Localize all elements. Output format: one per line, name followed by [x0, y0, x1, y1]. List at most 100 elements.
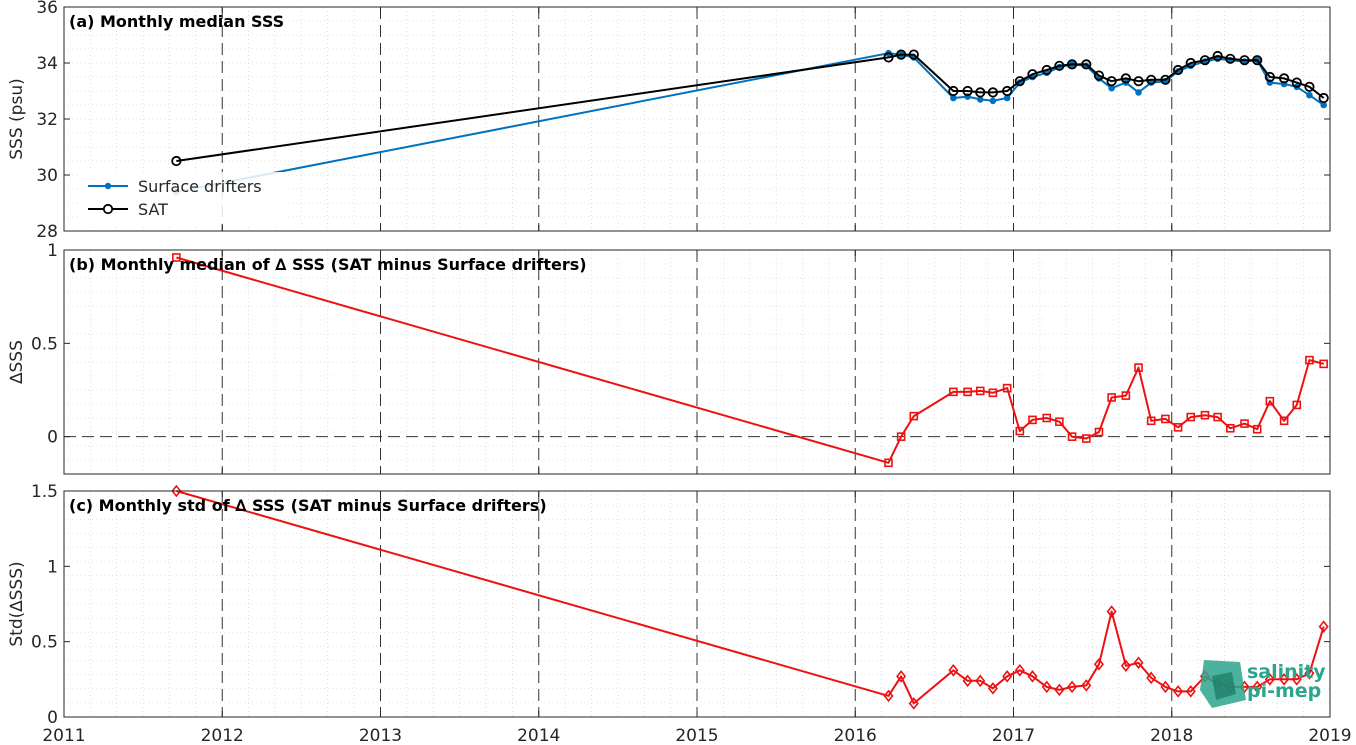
x-tick-label: 2019: [1308, 726, 1351, 745]
y-tick-label: 1: [47, 241, 58, 261]
legend-label-sat: SAT: [138, 200, 168, 219]
x-tick-label: 2014: [517, 726, 560, 745]
data-point: [1146, 671, 1157, 685]
data-point: [1264, 673, 1275, 686]
y-tick-label: 1: [47, 557, 58, 577]
data-point: [975, 674, 986, 688]
data-point: [1240, 419, 1249, 428]
panel-title-c: (c) Monthly std of ∆ SSS (SAT minus Surf…: [69, 496, 547, 515]
data-point: [896, 432, 906, 441]
data-point: [1160, 74, 1171, 85]
data-point: [1027, 670, 1038, 683]
logo-mark-facet-icon: [1212, 672, 1236, 700]
data-point: [1002, 85, 1013, 97]
data-point: [1265, 396, 1275, 406]
data-point: [975, 87, 986, 98]
data-point: [1161, 414, 1170, 424]
data-point: [1108, 84, 1115, 92]
data-point: [1066, 59, 1078, 70]
data-point: [1304, 81, 1315, 92]
data-point: [1041, 680, 1052, 694]
data-point: [1160, 680, 1171, 694]
y-tick-label: 0: [47, 708, 58, 728]
x-tick-label: 2011: [42, 726, 85, 745]
panel-b: 00.51 ∆SSS (b) Monthly median of ∆ SSS (…: [7, 241, 1331, 475]
data-point: [1318, 92, 1329, 104]
y-ticks-a: 28 30 32 34 36: [36, 0, 1330, 242]
data-point: [1252, 55, 1263, 66]
data-point: [908, 49, 919, 60]
data-point: [1133, 656, 1144, 670]
y-axis-label-c: Std(∆SSS): [7, 561, 27, 646]
x-tick-label: 2013: [359, 726, 402, 745]
data-point: [1213, 412, 1222, 422]
data-point: [908, 697, 919, 710]
data-point: [1185, 57, 1196, 69]
data-point: [1003, 94, 1011, 102]
data-point: [1093, 657, 1104, 671]
data-point: [1134, 363, 1143, 372]
y-tick-label: 34: [36, 54, 58, 74]
x-tick-label: 2012: [201, 726, 244, 745]
legend-marker-surface-drifters: [104, 182, 112, 190]
y-tick-label: 32: [36, 110, 58, 130]
y-tick-label: 0.5: [31, 633, 58, 653]
data-point: [1146, 416, 1156, 426]
data-point: [1041, 64, 1052, 76]
data-point: [883, 689, 894, 703]
data-point: [1093, 70, 1105, 81]
data-point: [1199, 55, 1211, 66]
data-point: [1054, 683, 1065, 697]
data-point: [1226, 423, 1235, 433]
data-point: [884, 458, 893, 468]
data-point: [1106, 605, 1117, 618]
data-point: [948, 85, 959, 97]
data-point: [1318, 620, 1329, 633]
data-point: [171, 484, 182, 498]
data-point: [963, 387, 972, 397]
data-point: [1067, 680, 1078, 694]
data-point: [883, 52, 894, 63]
data-point: [976, 96, 984, 103]
panel-title-b: (b) Monthly median of ∆ SSS (SAT minus S…: [69, 255, 587, 274]
data-point: [896, 49, 907, 60]
data-point: [1252, 424, 1262, 434]
data-point: [1081, 434, 1091, 443]
data-point: [1264, 71, 1275, 83]
data-point: [950, 94, 957, 102]
data-point: [1305, 355, 1314, 365]
data-point: [962, 674, 973, 688]
data-point: [1291, 77, 1302, 88]
data-point: [1173, 423, 1183, 432]
data-point: [1015, 426, 1025, 436]
data-point: [987, 682, 998, 695]
panel-title-a: (a) Monthly median SSS: [69, 12, 284, 31]
data-point: [171, 155, 182, 167]
data-point: [989, 97, 997, 105]
data-point: [1279, 73, 1290, 84]
data-point: [1002, 383, 1012, 393]
x-tick-label: 2015: [675, 726, 718, 745]
data-point: [987, 87, 999, 98]
data-point: [1135, 89, 1142, 96]
data-point: [975, 386, 985, 396]
y-tick-label: 28: [36, 222, 58, 242]
legend-marker-sat: [102, 203, 114, 215]
legend-label-surface-drifters: Surface drifters: [138, 177, 262, 196]
salinity-pi-mep-logo: salinity pi-mep: [1200, 660, 1326, 708]
data-point: [1304, 667, 1315, 680]
data-point: [1279, 416, 1289, 426]
data-point: [1042, 413, 1052, 423]
data-point: [1121, 391, 1131, 400]
x-tick-label: 2018: [1150, 726, 1193, 745]
data-point: [1106, 76, 1117, 87]
panel-c: 0 0.5 1 1.5 Std(∆SSS) (c) Monthly std of ∆ …: [7, 482, 1331, 728]
marks-b: [172, 253, 1328, 468]
y-ticks-c: 0 0.5 1 1.5: [31, 482, 1330, 728]
data-point: [1306, 91, 1313, 99]
data-point: [1107, 393, 1116, 402]
data-point: [949, 387, 958, 397]
data-point: [909, 411, 919, 421]
data-point: [1279, 673, 1290, 686]
